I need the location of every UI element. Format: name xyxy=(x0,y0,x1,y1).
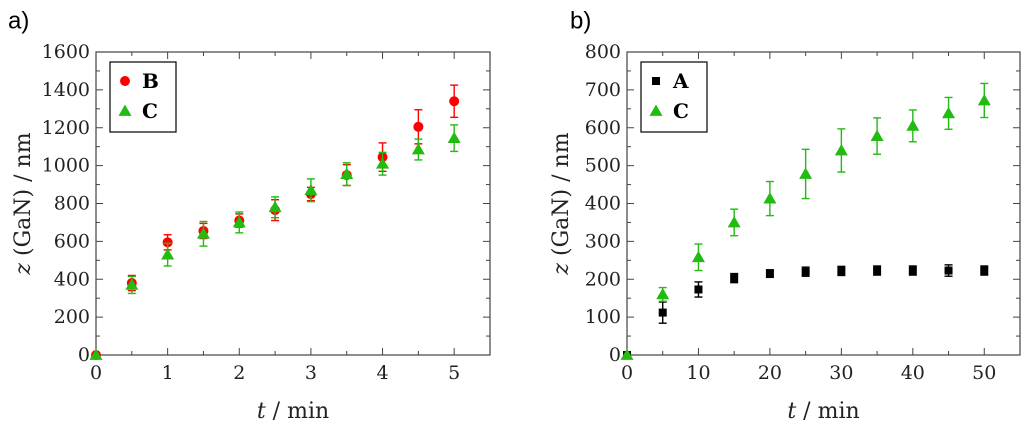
data-point xyxy=(161,248,175,260)
legend-marker xyxy=(649,104,663,116)
legend-marker xyxy=(120,76,130,86)
panel-b: b)0 10 20 30 40 500100200300400500600700800t … xyxy=(549,7,1021,424)
data-point xyxy=(162,237,173,248)
y-tick-label: 1200 xyxy=(42,117,90,139)
data-point xyxy=(449,96,460,107)
y-axis-label: z (GaN) / nm xyxy=(11,132,36,275)
data-point xyxy=(801,267,810,276)
x-tick-label: 1 xyxy=(162,362,174,384)
data-point xyxy=(89,348,103,360)
y-tick-label: 800 xyxy=(54,193,90,215)
data-point xyxy=(727,215,741,228)
data-point xyxy=(873,266,882,275)
x-tick-label: 5 xyxy=(448,362,460,384)
data-point xyxy=(763,192,777,204)
legend-label: A xyxy=(672,69,689,93)
data-point xyxy=(656,287,670,300)
x-axis-unit: / min xyxy=(266,399,329,424)
data-point xyxy=(870,129,884,141)
x-tick-label: 3 xyxy=(305,362,317,384)
y-tick-label: 100 xyxy=(585,306,621,328)
legend-box xyxy=(109,61,177,133)
data-point xyxy=(411,143,425,155)
y-tick-label: 1000 xyxy=(42,155,90,177)
legend-label: C xyxy=(142,99,158,123)
y-tick-label: 0 xyxy=(78,344,90,366)
y-tick-label: 1600 xyxy=(42,41,90,63)
y-tick-label: 400 xyxy=(54,268,90,290)
legend-box xyxy=(640,61,708,133)
x-tick-label: 0 xyxy=(90,362,102,384)
x-tick-label: 4 xyxy=(376,362,388,384)
panel-label: a) xyxy=(8,7,29,34)
y-tick-label: 200 xyxy=(585,268,621,290)
legend-label: B xyxy=(142,69,159,93)
x-axis-unit: / min xyxy=(796,399,859,424)
y-tick-label: 800 xyxy=(585,41,621,63)
data-point xyxy=(730,274,739,283)
x-axis-label: t / min xyxy=(257,399,329,424)
data-point xyxy=(834,143,848,156)
legend: BC xyxy=(109,61,177,133)
y-tick-label: 200 xyxy=(54,306,90,328)
data-point xyxy=(837,266,846,275)
legend-label: C xyxy=(673,99,689,123)
data-point xyxy=(944,266,953,275)
y-axis-label: z (GaN) / nm xyxy=(549,132,574,275)
x-tick-label: 50 xyxy=(972,362,996,384)
data-point xyxy=(196,227,210,239)
data-point xyxy=(268,200,282,213)
y-axis-rest: (GaN) / nm xyxy=(11,132,36,263)
series-A xyxy=(623,264,989,359)
data-point xyxy=(980,266,989,275)
data-point xyxy=(977,93,991,106)
data-point xyxy=(765,269,774,278)
y-tick-label: 400 xyxy=(585,193,621,215)
data-point xyxy=(447,131,461,144)
y-axis-variable: z xyxy=(549,263,574,276)
y-axis-rest: (GaN) / nm xyxy=(549,132,574,263)
data-point xyxy=(125,278,139,290)
x-tick-label: 40 xyxy=(901,362,925,384)
data-point xyxy=(942,106,956,119)
x-tick-label: 0 xyxy=(621,362,633,384)
data-point xyxy=(658,308,667,317)
y-tick-label: 300 xyxy=(585,230,621,252)
data-point xyxy=(340,167,354,180)
y-tick-label: 1400 xyxy=(42,79,90,101)
data-point xyxy=(232,215,246,228)
panel-label: b) xyxy=(570,7,591,34)
data-point xyxy=(906,119,920,131)
y-tick-label: 600 xyxy=(585,117,621,139)
x-axis-variable: t xyxy=(787,399,796,424)
x-tick-label: 2 xyxy=(233,362,245,384)
y-tick-label: 0 xyxy=(609,344,621,366)
series-C xyxy=(620,82,991,360)
data-point xyxy=(413,121,424,132)
data-point xyxy=(376,157,390,169)
legend-marker xyxy=(118,104,132,116)
y-tick-label: 700 xyxy=(585,79,621,101)
y-tick-label: 600 xyxy=(54,230,90,252)
x-tick-label: 30 xyxy=(829,362,853,384)
x-axis-label: t / min xyxy=(787,399,859,424)
panel-a: a) 0 1 2 3 4 5 0 200 400 600 800 1000 1200 1400 1600 t /… xyxy=(8,7,491,424)
x-axis-variable: t xyxy=(257,399,266,424)
data-point xyxy=(908,266,917,275)
data-point xyxy=(694,285,703,294)
data-point xyxy=(304,183,318,196)
y-axis-variable: z xyxy=(11,263,36,276)
x-tick-label: 20 xyxy=(758,362,782,384)
series-C xyxy=(89,124,461,360)
data-point xyxy=(799,167,813,179)
legend: AC xyxy=(640,61,708,133)
y-tick-label: 500 xyxy=(585,155,621,177)
legend-marker xyxy=(652,77,660,85)
data-point xyxy=(691,250,705,263)
data-point xyxy=(620,348,634,360)
x-tick-label: 10 xyxy=(686,362,710,384)
